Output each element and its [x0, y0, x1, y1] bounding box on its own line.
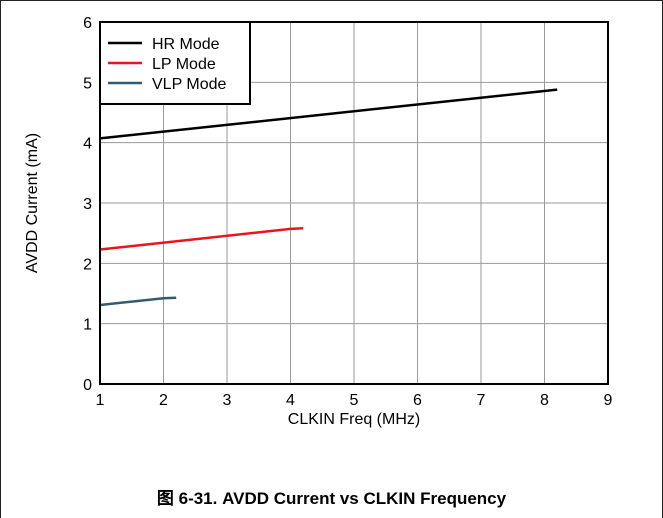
y-tick-label: 6	[83, 15, 92, 32]
y-tick-label: 2	[83, 256, 92, 273]
x-tick-label: 6	[413, 392, 422, 409]
legend-label: VLP Mode	[152, 76, 227, 93]
y-tick-label: 1	[83, 317, 92, 334]
x-tick-label: 2	[159, 392, 168, 409]
x-tick-label: 9	[604, 392, 613, 409]
x-tick-label: 3	[223, 392, 232, 409]
x-axis-title: CLKIN Freq (MHz)	[288, 411, 420, 428]
legend-items: HR Mode LP Mode VLP Mode	[108, 36, 227, 93]
y-axis-title: AVDD Current (mA)	[24, 133, 41, 273]
y-tick-label: 0	[83, 377, 92, 394]
x-tick-label: 1	[96, 392, 105, 409]
y-tick-label: 3	[83, 196, 92, 213]
series-lines	[99, 88, 558, 307]
x-tick-label: 7	[477, 392, 486, 409]
x-tick-label: 8	[540, 392, 549, 409]
series-line-2	[99, 227, 304, 251]
x-tick-label: 4	[286, 392, 295, 409]
y-tick-label: 4	[83, 136, 92, 153]
series-line-3	[99, 296, 177, 307]
x-tick-label: 5	[350, 392, 359, 409]
legend-label: HR Mode	[152, 36, 220, 53]
legend: HR Mode LP Mode VLP Mode	[99, 21, 251, 105]
legend-label: LP Mode	[152, 56, 216, 73]
figure-caption: 图 6-31. AVDD Current vs CLKIN Frequency	[156, 489, 507, 508]
series-line-1	[99, 88, 558, 140]
plot-area-frame	[99, 21, 609, 385]
y-tick-label: 5	[83, 75, 92, 92]
